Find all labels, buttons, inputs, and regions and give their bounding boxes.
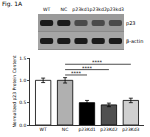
svg-text:****: **** (82, 65, 93, 71)
svg-text:p23kd1: p23kd1 (72, 7, 89, 12)
svg-text:p23Kd3: p23Kd3 (122, 127, 139, 132)
svg-text:NC: NC (62, 127, 69, 132)
svg-text:p23Kd2: p23Kd2 (100, 127, 117, 132)
svg-text:0.0: 0.0 (19, 123, 26, 128)
html-text:Fig. 1A: Fig. 1A (2, 0, 23, 7)
svg-text:Normalized p23 Protein Content: Normalized p23 Protein Content (12, 55, 17, 127)
svg-text:0.5: 0.5 (19, 100, 26, 105)
svg-text:p23: p23 (126, 20, 136, 27)
svg-text:WT: WT (43, 7, 51, 12)
svg-text:****: **** (71, 70, 82, 76)
svg-text:1.5: 1.5 (19, 56, 26, 61)
svg-text:****: **** (92, 59, 103, 65)
svg-text:1.0: 1.0 (19, 78, 26, 83)
svg-text:β-actin: β-actin (126, 38, 143, 45)
svg-text:NC: NC (60, 7, 67, 12)
svg-text:WT: WT (40, 127, 47, 132)
svg-text:p23Kd1: p23Kd1 (78, 127, 95, 132)
svg-text:p23kd2: p23kd2 (90, 7, 107, 12)
svg-text:p23kd3: p23kd3 (107, 7, 124, 12)
